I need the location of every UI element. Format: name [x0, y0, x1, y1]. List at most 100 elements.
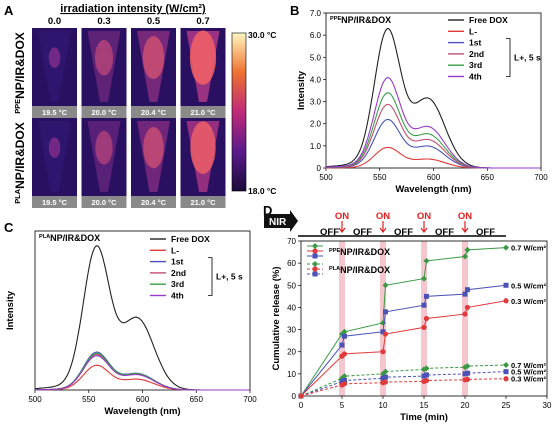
y-tick-label: 5.0 — [310, 53, 322, 62]
colorbar-max-label: 30.0 °C — [248, 30, 276, 40]
temperature-label-box — [180, 106, 226, 118]
hotspot — [189, 30, 217, 85]
spectrum-chart-pla: 500 550 600 650 700 Wavelength (nm) Intensity P… — [5, 230, 257, 417]
hotspot — [190, 121, 216, 174]
data-point — [312, 243, 318, 249]
x-tick-label: 20 — [461, 401, 470, 410]
x-tick-label: 10 — [379, 401, 388, 410]
data-point — [421, 275, 427, 282]
y-axis-label: Intensity — [5, 290, 16, 330]
series-line — [300, 378, 507, 397]
hotspot — [95, 130, 113, 165]
title-superscript: PPE — [13, 99, 22, 114]
legend-entry: 1st — [469, 38, 481, 48]
on-label: ON — [417, 211, 431, 222]
title-superscript: PLA — [13, 188, 22, 204]
plot-frame — [34, 230, 251, 391]
column-header: 0.0 — [48, 16, 61, 27]
temperature-label: 19.5 °C — [42, 198, 68, 207]
on-arrow — [338, 221, 346, 233]
legend-entry: 3rd — [171, 279, 184, 289]
y-tick-label: 7.0 — [310, 9, 322, 18]
y-tick-label: 1.0 — [310, 142, 322, 151]
series-line — [35, 352, 250, 391]
series-end-label: 0.3 W/cm² — [511, 375, 547, 384]
x-tick-label: 0 — [299, 401, 304, 410]
on-arrow — [379, 221, 387, 233]
temperature-label: 20.0 °C — [91, 198, 117, 207]
series-line — [35, 355, 250, 391]
release-chart: 0 5 10 15 20 25 30 0 10 20 30 40 50 60 70 Time (min) Cum… — [264, 210, 552, 423]
data-point — [423, 372, 429, 378]
legend-entry: L- — [171, 245, 179, 255]
data-point — [462, 291, 468, 297]
title-main: NP/IR&DOX — [340, 265, 390, 275]
data-point — [382, 374, 388, 380]
x-tick-label: 500 — [319, 173, 333, 182]
data-point — [503, 376, 509, 382]
row-label: PLANP/IR&DOX — [13, 122, 27, 204]
temperature-label: 21.0 °C — [190, 198, 216, 207]
on-arrow — [461, 221, 469, 233]
series-end-label: 0.5 W/cm² — [511, 368, 547, 377]
temperature-label-box — [32, 196, 77, 208]
panel-a: A irradiation intensity (W/cm²) 0.0 0.3 0.… — [4, 3, 276, 208]
temperature-label: 21.0 °C — [190, 108, 216, 117]
series-line — [326, 77, 541, 169]
spectrum-chart-ppe: 500 550 600 650 700 0 1.0 2.0 3.0 4.0 5.0 6.0 7.0 Wav… — [296, 9, 548, 195]
data-point — [503, 298, 509, 304]
x-tick-label: 700 — [534, 173, 548, 182]
data-point — [423, 365, 430, 372]
legend-entry: Free DOX — [171, 234, 210, 244]
series-line — [35, 351, 250, 391]
y-axis-label: Intensity — [296, 70, 307, 110]
panel-label-b: B — [290, 3, 299, 18]
y-axis-label: Cumulative release (%) — [271, 266, 282, 370]
on-label: ON — [376, 211, 390, 222]
data-point — [341, 333, 347, 339]
title-main: NP/IR&DOX — [13, 122, 27, 189]
colorbar — [231, 32, 247, 192]
data-point — [464, 287, 470, 293]
data-point — [341, 378, 347, 383]
data-point — [341, 351, 348, 357]
data-point — [382, 368, 389, 375]
data-point — [382, 309, 388, 315]
legend-entry: 4th — [469, 72, 482, 82]
panel-c: C 500 550 600 650 700 Wavelength (nm) Intensit… — [4, 220, 257, 417]
data-point — [380, 329, 386, 335]
on-label: ON — [458, 211, 472, 222]
off-label: OFF — [320, 227, 339, 238]
data-point — [464, 363, 471, 370]
legend-entry: PLANP/IR&DOX — [329, 265, 390, 275]
x-tick-label: 550 — [82, 395, 96, 404]
data-point — [503, 362, 509, 368]
title-main: NP/IR&DOX — [13, 32, 27, 99]
x-axis-label: Wavelength (nm) — [104, 406, 180, 417]
legend-entry: 4th — [171, 291, 184, 301]
data-point — [382, 331, 389, 337]
data-point — [312, 261, 318, 267]
temperature-label-box — [32, 106, 77, 118]
data-point — [382, 379, 389, 385]
title-superscript: PLA — [329, 266, 340, 272]
temperature-label: 19.5 °C — [42, 108, 68, 117]
off-label: OFF — [476, 227, 495, 238]
legend-entry: L- — [469, 26, 477, 36]
x-tick-label: 500 — [28, 395, 42, 404]
temperature-label-box — [131, 196, 176, 208]
data-point — [462, 253, 468, 260]
off-label: OFF — [394, 227, 413, 238]
data-point — [423, 377, 430, 384]
hotspot — [143, 127, 164, 169]
data-point — [423, 315, 430, 322]
off-label: OFF — [353, 227, 372, 238]
x-tick-label: 30 — [543, 401, 552, 410]
y-tick-label: 2.0 — [310, 120, 322, 129]
data-point — [312, 266, 318, 272]
plot-frame — [325, 12, 542, 169]
data-point — [464, 304, 471, 311]
heatmap-title: irradiation intensity (W/cm²) — [60, 3, 206, 15]
series-line — [325, 92, 541, 169]
data-point — [298, 393, 304, 399]
